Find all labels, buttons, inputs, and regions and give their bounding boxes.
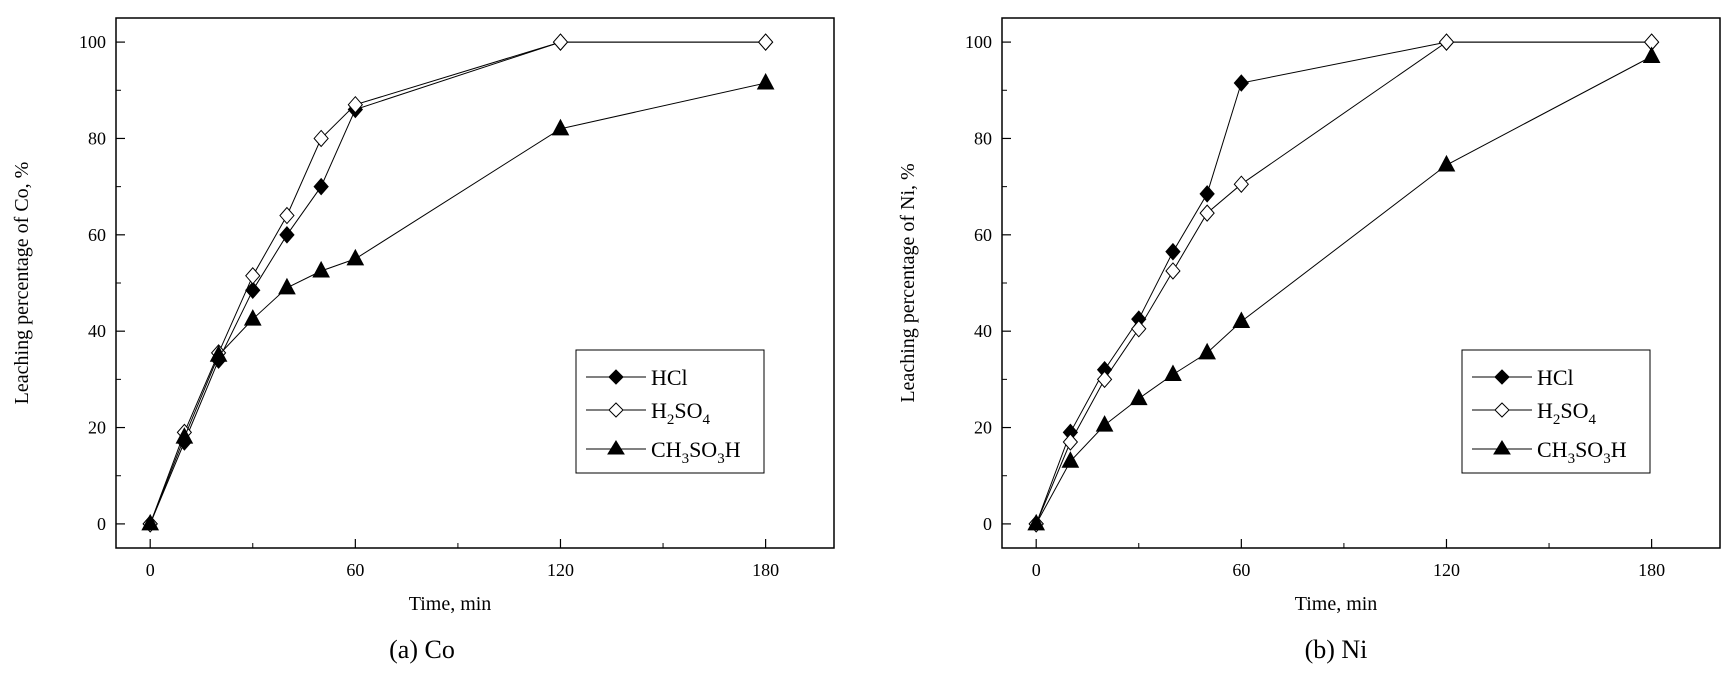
legend-label-ch3so3h: CH3SO3H [1537,437,1627,467]
y-axis-title: Leaching percentage of Co, % [11,162,33,405]
data-point-diamond-open [1062,433,1079,451]
y-tick-label: 0 [983,514,992,534]
data-point-diamond-filled [279,226,295,244]
x-tick-label: 60 [1232,560,1250,580]
data-point-diamond-open [1438,33,1455,51]
panel-caption: (a) Co [389,635,455,664]
legend-item: HCl [586,365,688,390]
data-point-triangle [1095,415,1114,432]
legend-item: H2SO4 [1472,398,1597,428]
data-point-triangle [1061,451,1080,468]
data-point-triangle [1129,388,1148,406]
series-lines [141,33,775,533]
x-axis: 0 60 120 180 [146,539,779,580]
legend-marker-diamond-open [608,402,624,418]
legend-label-h2so4: H2SO4 [1537,398,1597,428]
legend-marker-triangle-filled [1493,440,1511,455]
legend-label-h2so4: H2SO4 [651,398,711,428]
data-point-triangle [243,309,262,326]
data-point-triangle [551,118,570,136]
data-point-diamond-open [1096,370,1113,389]
x-axis-title: Time, min [409,593,492,615]
data-point-triangle [175,427,194,444]
y-tick-label: 20 [88,418,106,438]
data-point-triangle [756,72,775,90]
data-point-diamond-open [245,267,261,285]
data-point-diamond-open [1199,204,1215,222]
data-point-diamond-filled [245,281,261,299]
data-point-triangle [1232,311,1251,329]
x-tick-label: 60 [346,560,364,580]
data-point-diamond-open [1233,175,1249,193]
y-axis: 0 20 40 60 80 100 [965,32,1011,534]
data-point-diamond-filled [1165,242,1181,261]
x-axis: 0 60 120 180 [1032,539,1665,580]
data-point-diamond-open [279,206,295,225]
panel-caption: (b) Ni [1305,635,1368,664]
x-tick-label: 180 [1638,560,1665,580]
legend-label-hcl: HCl [1537,365,1574,390]
y-tick-label: 60 [974,225,992,245]
y-tick-label: 40 [88,321,106,341]
legend-box [1461,349,1651,474]
legend-marker-triangle-filled [607,440,625,455]
y-axis: 0 20 40 60 80 100 [79,32,125,534]
x-tick-label: 180 [752,560,779,580]
y-tick-label: 20 [974,418,992,438]
data-point-triangle [1164,364,1182,382]
legend: HCl H2SO4 CH3SO3H [1461,349,1651,474]
data-point-diamond-filled [1199,185,1215,203]
legend-item: CH3SO3H [586,437,741,467]
data-point-diamond-open [757,33,774,51]
data-point-triangle [346,248,365,266]
data-point-triangle [1642,46,1661,64]
data-point-triangle [141,513,160,531]
legend-item: HCl [1472,365,1574,390]
y-tick-label: 0 [97,514,106,534]
data-point-triangle [1198,342,1216,360]
data-point-diamond-filled [1233,74,1249,92]
y-tick-label: 40 [974,321,992,341]
y-axis-title: Leaching percentage of Ni, % [897,163,919,402]
y-tick-label: 100 [79,32,106,52]
data-point-diamond-open [313,129,329,148]
y-tick-label: 100 [965,32,992,52]
series-lines [1027,33,1661,533]
legend-label-ch3so3h: CH3SO3H [651,437,741,467]
x-tick-label: 0 [146,560,155,580]
legend-marker-diamond-open [1494,402,1510,418]
x-tick-label: 120 [547,560,574,580]
data-point-triangle [209,345,228,362]
data-point-diamond-open [1131,320,1147,338]
data-point-diamond-open [347,95,363,114]
data-point-triangle [278,277,296,295]
data-point-triangle [1027,513,1046,531]
data-point-diamond-open [1165,262,1181,280]
legend-label-hcl: HCl [651,365,688,390]
data-point-diamond-open [552,33,569,51]
x-axis-title: Time, min [1295,593,1378,615]
data-point-diamond-filled [313,177,329,196]
x-tick-label: 0 [1032,560,1041,580]
legend-box [575,349,765,474]
y-tick-label: 60 [88,225,106,245]
x-tick-label: 120 [1433,560,1460,580]
data-point-triangle [1437,154,1456,172]
y-tick-label: 80 [88,128,106,148]
data-point-triangle [312,260,330,278]
legend-marker-diamond-filled [608,369,624,385]
legend-marker-diamond-filled [1494,369,1510,385]
y-tick-label: 80 [974,128,992,148]
legend: HCl H2SO4 CH3SO3H [575,349,765,474]
legend-item: H2SO4 [586,398,711,428]
legend-item: CH3SO3H [1472,437,1627,467]
